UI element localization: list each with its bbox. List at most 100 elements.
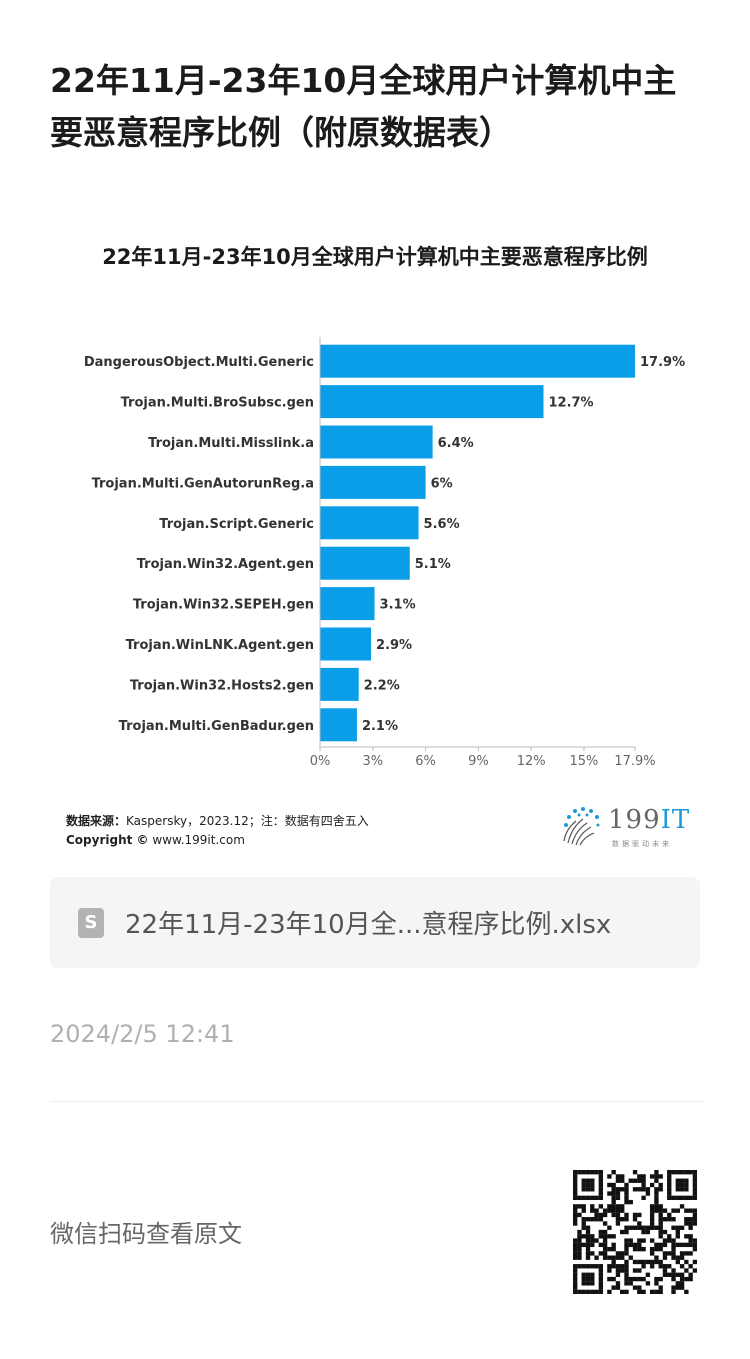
copyright-url: www.199it.com	[152, 833, 245, 847]
qr-module	[611, 1191, 616, 1196]
qr-module	[667, 1187, 672, 1192]
qr-module	[649, 1259, 655, 1265]
qr-module	[620, 1255, 625, 1260]
qr-module	[684, 1268, 689, 1273]
qr-module	[594, 1212, 599, 1218]
qr-module	[585, 1225, 591, 1230]
qr-module	[581, 1264, 586, 1269]
qr-module	[684, 1170, 689, 1175]
qr-module	[607, 1289, 612, 1294]
qr-module	[688, 1225, 693, 1230]
qr-module	[671, 1251, 676, 1256]
qr-module	[611, 1170, 616, 1175]
qr-module	[585, 1246, 591, 1252]
qr-module	[615, 1285, 621, 1290]
qr-module	[679, 1182, 685, 1188]
qr-module	[598, 1272, 604, 1277]
qr-module	[581, 1289, 586, 1294]
qr-module	[679, 1255, 685, 1260]
qr-module	[624, 1182, 629, 1188]
qr-module	[637, 1268, 642, 1273]
qr-module	[675, 1255, 680, 1260]
qr-module	[654, 1187, 659, 1192]
qr-module	[671, 1272, 676, 1277]
qr-module	[658, 1285, 663, 1290]
qr-module	[585, 1289, 591, 1294]
qr-module	[624, 1281, 629, 1286]
qr-module	[684, 1195, 689, 1201]
copyright: Copyright © www.199it.com	[66, 833, 245, 847]
qr-module	[590, 1170, 595, 1175]
qr-module	[641, 1174, 646, 1179]
qr-module	[611, 1276, 616, 1282]
qr-module	[577, 1195, 582, 1201]
qr-module	[641, 1195, 646, 1201]
qr-module	[573, 1204, 578, 1209]
qr-module	[590, 1289, 595, 1294]
qr-module	[624, 1191, 629, 1196]
qr-module	[632, 1276, 638, 1282]
qr-module	[581, 1187, 586, 1192]
qr-module	[585, 1272, 591, 1277]
qr-module	[662, 1208, 668, 1213]
qr-module	[590, 1234, 595, 1239]
qr-module	[624, 1242, 629, 1248]
qr-module	[624, 1238, 629, 1243]
qr-module	[645, 1229, 651, 1235]
qr-module	[637, 1246, 642, 1252]
qr-module	[573, 1191, 578, 1196]
qr-module	[637, 1187, 642, 1192]
qr-module	[573, 1276, 578, 1282]
qr-module	[658, 1229, 663, 1235]
qr-module	[611, 1199, 616, 1205]
qr-module	[637, 1178, 642, 1183]
qr-module	[684, 1242, 689, 1248]
qr-module	[692, 1182, 697, 1188]
qr-module	[573, 1268, 578, 1273]
qr-module	[624, 1229, 629, 1235]
qr-module	[615, 1212, 621, 1218]
qr-module	[671, 1276, 676, 1282]
qr-module	[679, 1264, 685, 1269]
qr-module	[641, 1238, 646, 1243]
qr-module	[658, 1221, 663, 1226]
qr-module	[688, 1238, 693, 1243]
qr-module	[654, 1242, 659, 1248]
qr-module	[641, 1264, 646, 1269]
qr-module	[607, 1204, 612, 1209]
qr-module	[658, 1208, 663, 1213]
qr-module	[679, 1178, 685, 1183]
logo-burst-icon	[563, 807, 600, 846]
qr-module	[620, 1268, 625, 1273]
qr-module	[632, 1212, 638, 1218]
qr-module	[637, 1276, 642, 1282]
qr-module	[598, 1281, 604, 1286]
data-label: 2.9%	[376, 638, 412, 653]
qr-module	[637, 1242, 642, 1248]
qr-module	[585, 1187, 591, 1192]
qr-module	[688, 1217, 693, 1222]
qr-module	[667, 1217, 672, 1222]
qr-module	[632, 1285, 638, 1290]
qr-module	[667, 1264, 672, 1269]
qr-module	[585, 1195, 591, 1201]
qr-module	[692, 1238, 697, 1243]
qr-module	[658, 1187, 663, 1192]
qr-module	[632, 1225, 638, 1230]
qr-module	[637, 1174, 642, 1179]
qr-module	[602, 1221, 608, 1226]
category-label: Trojan.Script.Generic	[159, 517, 314, 532]
qr-module	[598, 1178, 604, 1183]
attachment-file-name[interactable]: 22年11月-23年10月全...意程序比例.xlsx	[125, 910, 612, 940]
attachment-file[interactable]: S 22年11月-23年10月全...意程序比例.xlsx	[50, 877, 700, 968]
bar	[320, 465, 426, 499]
qr-module	[641, 1178, 646, 1183]
qr-module	[645, 1191, 651, 1196]
qr-code-icon[interactable]	[573, 1170, 697, 1294]
qr-module	[624, 1225, 629, 1230]
qr-module	[658, 1264, 663, 1269]
qr-module	[602, 1238, 608, 1243]
qr-module	[581, 1272, 586, 1277]
qr-module	[581, 1242, 586, 1248]
x-tick-label: 17.9%	[614, 754, 655, 769]
